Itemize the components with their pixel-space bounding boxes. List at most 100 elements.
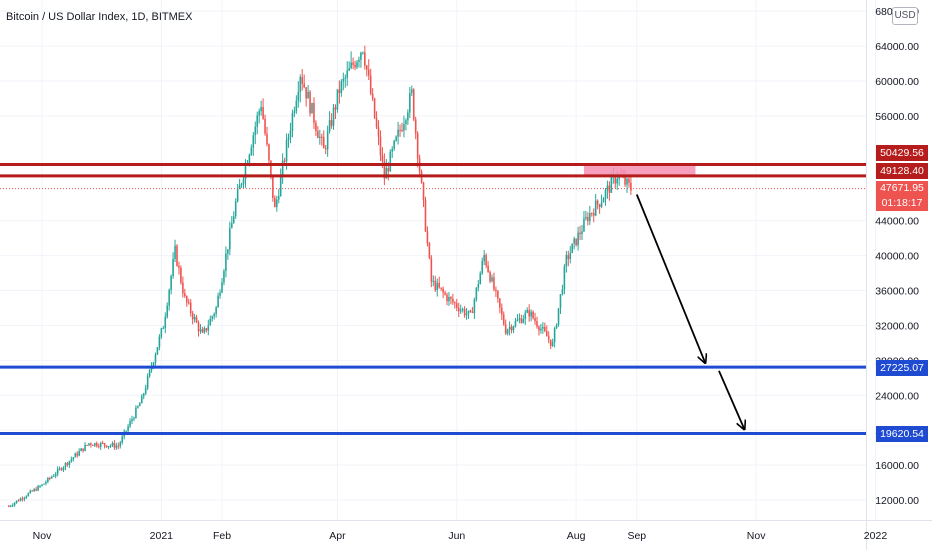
candle-body: [152, 362, 155, 367]
candle-body: [80, 448, 82, 452]
candle-body: [264, 118, 266, 134]
candle-body: [522, 319, 525, 323]
x-tick-label: Sep: [627, 530, 646, 542]
candle-body: [389, 151, 392, 172]
candle-body: [549, 339, 552, 346]
candle-body: [285, 140, 288, 162]
candle-body: [146, 376, 149, 389]
candle-body: [256, 115, 259, 127]
candle-body: [426, 231, 429, 244]
candle-body: [78, 451, 80, 456]
candle-body: [223, 270, 225, 283]
candle-body: [43, 483, 45, 485]
candle-body: [455, 303, 458, 308]
candle-body: [526, 309, 529, 313]
candle-body: [606, 185, 609, 191]
candle-body: [142, 393, 145, 397]
candle-body: [440, 287, 442, 289]
candle-body: [184, 293, 186, 297]
candle-body: [428, 243, 431, 258]
candle-body: [248, 154, 251, 164]
candle-body: [434, 280, 437, 291]
x-tick-label: Feb: [213, 530, 231, 542]
candle-body: [491, 277, 493, 282]
candle-body: [88, 443, 90, 446]
candle-body: [475, 287, 478, 300]
candle-body: [585, 217, 587, 219]
symbol-title: Bitcoin / US Dollar Index, 1D, BITMEX: [6, 11, 193, 23]
candle-body: [373, 98, 376, 118]
candle-body: [291, 113, 294, 131]
candle-body: [139, 403, 141, 407]
projection-arrow: [718, 370, 744, 429]
candle-body: [315, 122, 317, 132]
candle-body: [581, 231, 583, 235]
candle-body: [101, 442, 104, 444]
current-price-value: 47671.95: [880, 182, 924, 194]
candle-body: [9, 505, 12, 507]
candle-body: [307, 91, 309, 99]
candle-body: [242, 179, 245, 184]
candle-body: [252, 135, 255, 148]
candle-body: [154, 354, 157, 363]
candle-body: [15, 500, 18, 503]
candle-body: [301, 76, 304, 84]
candle-body: [103, 443, 106, 446]
candle-body: [17, 500, 20, 502]
candle-body: [352, 62, 354, 65]
candle-body: [542, 326, 544, 329]
candle-body: [29, 490, 32, 494]
candle-body: [610, 177, 613, 193]
candle-body: [538, 326, 540, 331]
candle-body: [140, 396, 143, 404]
y-tick-label: 56000.00: [875, 111, 919, 123]
candle-body: [450, 296, 452, 299]
candle-body: [320, 136, 323, 138]
candle-body: [569, 252, 572, 260]
candle-body: [297, 91, 300, 101]
candle-body: [583, 218, 585, 232]
candle-body: [148, 369, 151, 377]
candle-body: [393, 140, 395, 149]
candle-body: [54, 473, 57, 476]
y-tick-label: 60000.00: [875, 76, 919, 88]
candle-body: [354, 64, 356, 68]
candle-body: [268, 144, 270, 161]
candle-body: [94, 443, 96, 446]
candle-body: [532, 311, 534, 319]
candle-body: [358, 59, 360, 62]
currency-button[interactable]: USD: [892, 7, 918, 25]
candle-body: [66, 463, 69, 465]
candle-body: [185, 296, 188, 303]
candle-body: [205, 328, 208, 331]
candle-body: [459, 309, 462, 312]
candle-body: [407, 112, 409, 121]
candle-body: [446, 294, 448, 302]
candle-body: [350, 62, 352, 69]
candle-body: [311, 102, 313, 114]
candle-body: [479, 273, 482, 285]
candle-body: [275, 199, 278, 208]
x-tick-label: 2022: [864, 530, 888, 542]
candle-body: [234, 201, 237, 217]
candle-body: [381, 155, 384, 162]
candle-body: [616, 178, 619, 184]
time-axis: Nov 2021 Feb Apr Jun Aug Sep Nov 2022: [33, 530, 888, 542]
candle-body: [170, 276, 172, 291]
candle-body: [266, 133, 268, 145]
current-price-tag: 47671.95 01:18:17: [876, 181, 928, 211]
candle-body: [23, 497, 26, 500]
candle-body: [592, 213, 595, 216]
candle-body: [156, 347, 159, 355]
candle-body: [207, 325, 210, 331]
candle-body: [225, 253, 227, 271]
candle-body: [131, 419, 133, 422]
candle-body: [346, 70, 349, 78]
candle-body: [197, 322, 200, 332]
y-tick-label: 64000.00: [875, 41, 919, 53]
candle-body: [326, 131, 329, 150]
candle-body: [485, 255, 487, 266]
level-tag-lower: 49128.40: [876, 163, 928, 179]
candle-body: [230, 223, 233, 229]
